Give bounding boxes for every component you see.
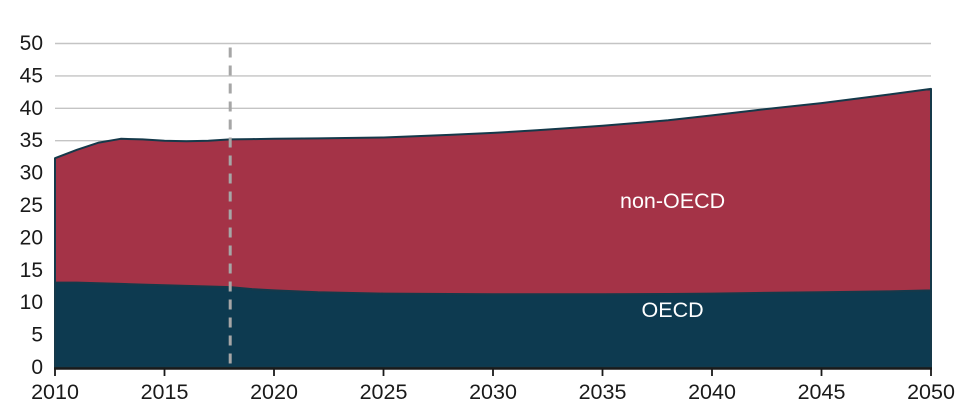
y-tick-label-0: 0	[31, 356, 43, 379]
y-tick-label-50: 50	[20, 32, 43, 55]
y-tick-label-40: 40	[20, 97, 43, 120]
series-label-oecd: OECD	[642, 298, 704, 322]
x-tick-label-2045: 2045	[798, 380, 846, 404]
y-tick-label-15: 15	[20, 259, 43, 282]
y-tick-label-30: 30	[20, 162, 43, 185]
x-tick-label-2025: 2025	[360, 380, 408, 404]
x-tick-label-2040: 2040	[688, 380, 736, 404]
x-tick-label-2050: 2050	[907, 380, 955, 404]
x-tick-label-2035: 2035	[579, 380, 627, 404]
x-tick-label-2020: 2020	[250, 380, 298, 404]
y-tick-label-10: 10	[20, 291, 43, 314]
y-tick-label-5: 5	[31, 324, 43, 347]
y-tick-label-25: 25	[20, 194, 43, 217]
area-non-oecd	[54, 87, 932, 296]
x-tick-label-2010: 2010	[31, 380, 79, 404]
area-oecd	[54, 281, 932, 369]
y-tick-label-35: 35	[20, 129, 43, 152]
y-tick-label-45: 45	[20, 64, 43, 87]
series-label-non-oecd: non-OECD	[620, 189, 725, 213]
x-tick-label-2030: 2030	[469, 380, 517, 404]
y-tick-label-20: 20	[20, 226, 43, 249]
x-tick-label-2015: 2015	[141, 380, 189, 404]
